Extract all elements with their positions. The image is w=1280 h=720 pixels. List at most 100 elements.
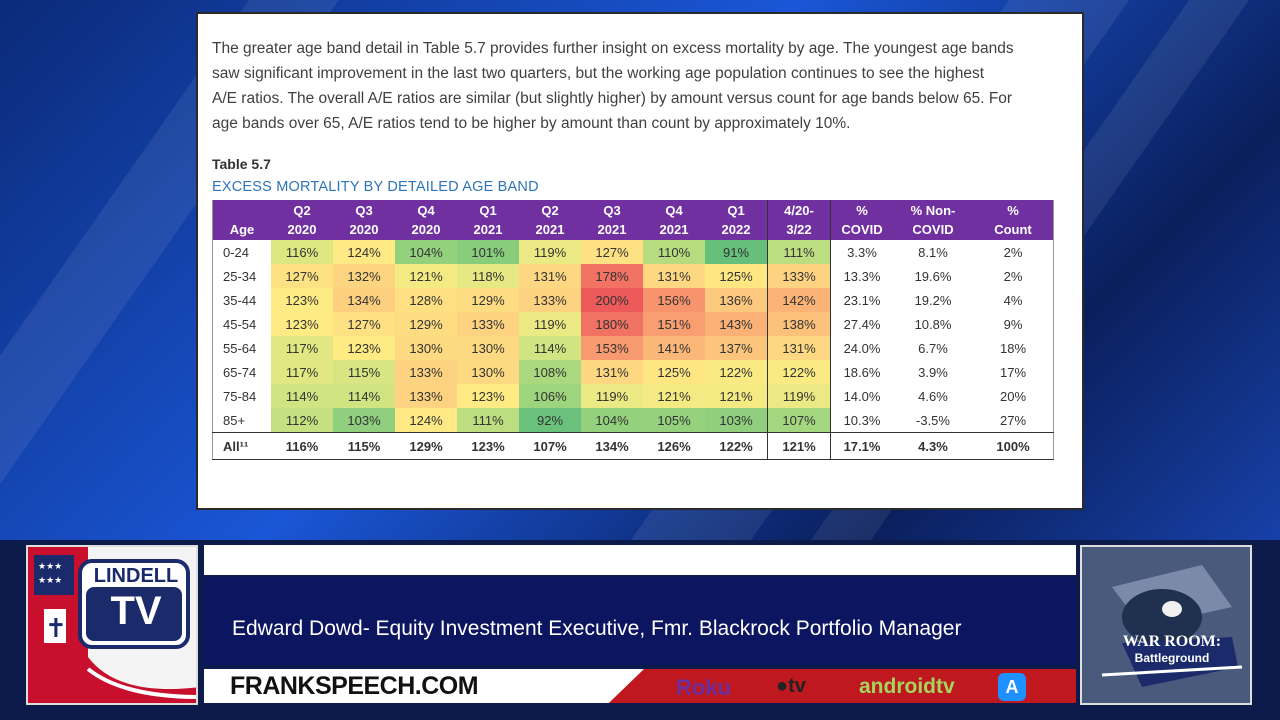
table-row: 35-44 123% 134% 128% 129% 133% 200% 156% 136% 142… <box>213 288 1054 312</box>
table-header-cell: Q4 2020 <box>395 200 457 240</box>
age-band-cell: 45-54 <box>223 316 257 332</box>
apple-icon: ● <box>776 675 789 697</box>
table-cell: 91% <box>705 240 768 264</box>
url-box <box>204 669 644 703</box>
table-cell: 133% <box>767 264 831 288</box>
table-cell: 27.4% <box>830 312 893 336</box>
war-room-logo: WAR ROOM: Battleground <box>1080 545 1252 705</box>
table-cell: 101% <box>457 240 519 264</box>
table-cell: 200% <box>581 288 643 312</box>
lindell-logo-line2: TV <box>110 589 162 633</box>
table-cell: 131% <box>643 264 705 288</box>
table-row: 65-74 117% 115% 133% 130% 108% 131% 125% 122% 122… <box>213 360 1054 384</box>
table-cell: 123% <box>333 336 395 360</box>
table-cell: 114% <box>333 384 395 408</box>
table-cell: 129% <box>395 432 457 460</box>
table-cell: 100% <box>973 432 1054 460</box>
table-cell: 110% <box>643 240 705 264</box>
table-cell: 132% <box>333 264 395 288</box>
table-total-row: All¹¹ 116% 115% 129% 123% 107% 134% 126% 122% 121… <box>212 432 1054 460</box>
table-cell: 116% <box>271 240 333 264</box>
androidtv-label: androidtv <box>859 675 955 698</box>
table-cell: 131% <box>519 264 581 288</box>
table-cell: 4.3% <box>893 432 973 460</box>
table-header-cell: 4/20- 3/22 <box>767 200 831 240</box>
table-cell: 103% <box>705 408 768 433</box>
svg-text:★★★: ★★★ <box>38 576 62 586</box>
table-cell: 131% <box>581 360 643 384</box>
table-cell: 131% <box>767 336 831 360</box>
table-cell: 2% <box>1003 244 1023 260</box>
age-band-cell: 55-64 <box>223 340 257 356</box>
table-cell: 133% <box>395 360 457 384</box>
table-cell: 107% <box>767 408 831 433</box>
table-cell: 124% <box>395 408 457 433</box>
table-cell: 141% <box>643 336 705 360</box>
table-header-cell: % Non- COVID <box>893 200 973 240</box>
table-cell: 105% <box>643 408 705 433</box>
table-cell: 119% <box>519 240 581 264</box>
table-cell: 112% <box>271 408 333 433</box>
table-header-cell: Q2 2021 <box>519 200 581 240</box>
lower-third-banner: Edward Dowd- Equity Investment Executive… <box>204 545 1076 705</box>
table-cell: 127% <box>333 312 395 336</box>
table-cell: 133% <box>457 312 519 336</box>
table-cell: 130% <box>457 360 519 384</box>
lindell-logo-line1: LINDELL <box>93 565 179 587</box>
table-cell: 130% <box>457 336 519 360</box>
table-cell: 156% <box>643 288 705 312</box>
speaker-caption: Edward Dowd- Equity Investment Executive… <box>232 617 962 640</box>
table-cell: 121% <box>395 264 457 288</box>
table-cell: 23.1% <box>830 288 893 312</box>
table-cell: 10.3% <box>830 408 893 433</box>
war-room-subtitle: Battleground <box>1134 651 1210 665</box>
table-cell: 178% <box>581 264 643 288</box>
table-cell: 18% <box>999 340 1027 356</box>
apple-tv-label: ●tv <box>776 675 806 698</box>
age-band-cell: 0-24 <box>223 244 250 260</box>
table-row: 45-54 123% 127% 129% 133% 119% 180% 151% 143% 138… <box>213 312 1054 336</box>
table-cell: 6.7% <box>918 340 948 356</box>
table-cell: 128% <box>395 288 457 312</box>
table-row: 25-34 127% 132% 121% 118% 131% 178% 131% 125% 133… <box>213 264 1054 288</box>
table-cell: 111% <box>767 240 831 264</box>
table-cell: 180% <box>581 312 643 336</box>
table-row: 75-84 114% 114% 133% 123% 106% 119% 121% 121% 119… <box>213 384 1054 408</box>
table-cell: 13.3% <box>830 264 893 288</box>
table-cell: -3.5% <box>916 412 950 428</box>
table-cell: 124% <box>333 240 395 264</box>
table-cell: 138% <box>767 312 831 336</box>
war-room-title: WAR ROOM: <box>1122 633 1222 650</box>
table-title: EXCESS MORTALITY BY DETAILED AGE BAND <box>212 179 539 195</box>
table-cell: 122% <box>705 360 768 384</box>
table-cell: 115% <box>333 432 395 460</box>
table-cell: 127% <box>271 264 333 288</box>
age-band-cell: 35-44 <box>223 292 257 308</box>
paragraph-line: saw significant improvement in the last … <box>212 65 985 82</box>
document-paragraph: The greater age band detail in Table 5.7… <box>212 36 1080 136</box>
table-cell: 17% <box>999 364 1027 380</box>
table-cell: 133% <box>395 384 457 408</box>
table-cell: 123% <box>271 288 333 312</box>
table-row: 0-24 116% 124% 104% 101% 119% 127% 110% 91% 111% 3… <box>213 240 1054 264</box>
table-cell: 129% <box>395 312 457 336</box>
table-cell: 122% <box>767 360 831 384</box>
table-cell: 123% <box>457 432 519 460</box>
table-cell: 106% <box>519 384 581 408</box>
age-band-cell: 85+ <box>223 412 246 428</box>
table-cell: 151% <box>643 312 705 336</box>
table-cell: 123% <box>457 384 519 408</box>
app-store-icon: A <box>998 673 1026 701</box>
table-cell: 127% <box>581 240 643 264</box>
paragraph-line: The greater age band detail in Table 5.7… <box>212 40 1014 57</box>
table-cell: 27% <box>999 412 1027 428</box>
table-cell: 121% <box>767 432 831 460</box>
banner-top-strip <box>204 545 1076 575</box>
table-cell: 118% <box>457 264 519 288</box>
table-cell: 121% <box>643 384 705 408</box>
table-cell: 137% <box>705 336 768 360</box>
table-cell: 142% <box>767 288 831 312</box>
table-cell: 134% <box>581 432 643 460</box>
table-cell: 122% <box>705 432 768 460</box>
paragraph-line: age bands over 65, A/E ratios tend to be… <box>212 115 851 132</box>
